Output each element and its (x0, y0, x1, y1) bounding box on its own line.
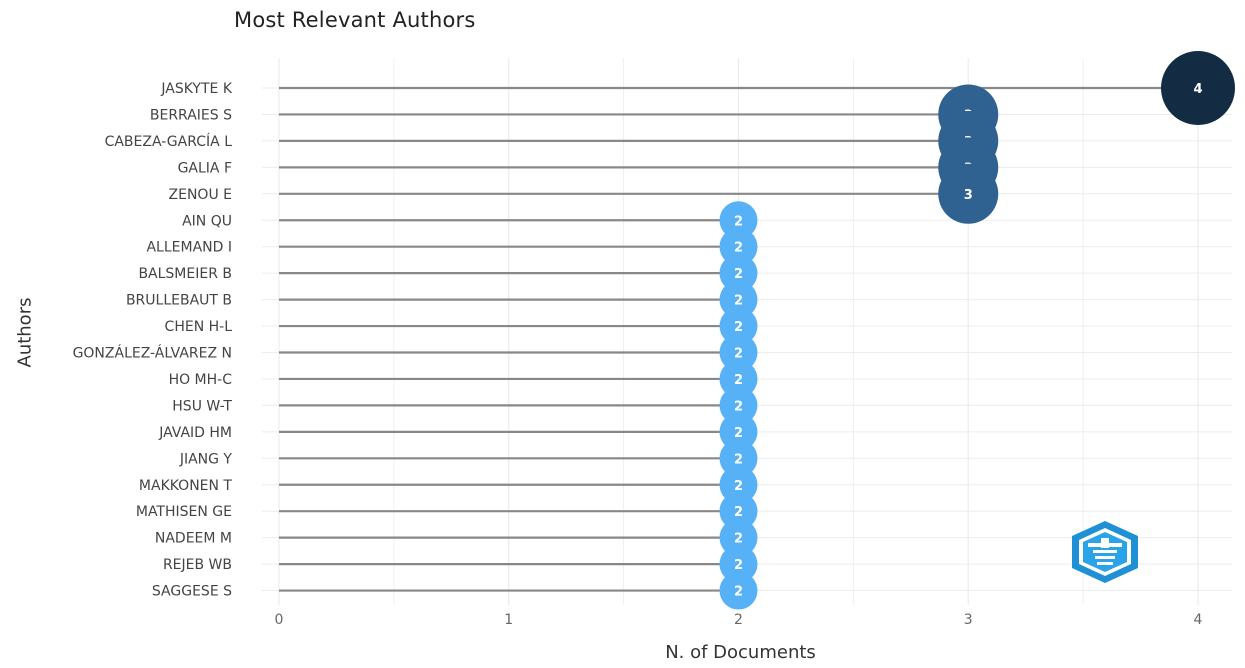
bibliometrix-logo-icon (1072, 521, 1138, 583)
dot (719, 201, 758, 240)
dot-value-label: 2 (734, 532, 743, 547)
y-tick-label: JIANG Y (179, 451, 233, 467)
y-tick-label: REJEB WB (163, 557, 232, 573)
y-tick-label: GALIA F (178, 160, 232, 176)
y-tick-label: SAGGESE S (152, 584, 232, 600)
x-tick-label: 0 (275, 612, 284, 628)
dot-value-label: 2 (734, 505, 743, 520)
dot-value-label: 2 (734, 241, 743, 256)
dot-value-label: 2 (734, 479, 743, 494)
dot (719, 439, 758, 478)
y-tick-label: BALSMEIER B (138, 266, 232, 282)
y-tick-label: NADEEM M (155, 531, 232, 547)
dot (719, 465, 758, 504)
y-tick-label: MAKKONEN T (139, 478, 233, 494)
x-tick-label: 1 (504, 612, 513, 628)
dot-value-label: 2 (734, 585, 743, 600)
dots: 43333222222222222222 (719, 51, 1235, 610)
dot (938, 163, 999, 224)
dot-value-label: 2 (734, 399, 743, 414)
dot (719, 359, 758, 398)
dot (719, 518, 758, 557)
dot (719, 280, 758, 319)
x-tick-label: 2 (734, 612, 743, 628)
dot (719, 227, 758, 266)
dot-value-label: 2 (734, 214, 743, 229)
dot (719, 571, 758, 610)
y-tick-label: BERRAIES S (150, 107, 232, 123)
dot (1161, 51, 1235, 125)
y-tick-label: ZENOU E (169, 187, 232, 203)
dot (719, 412, 758, 451)
stems (279, 86, 1198, 592)
y-tick-label: AIN QU (182, 213, 232, 229)
y-tick-label: HO MH-C (169, 372, 233, 388)
x-axis-title: N. of Documents (665, 642, 816, 663)
y-tick-label: MATHISEN GE (136, 504, 232, 520)
dot (719, 333, 758, 372)
x-tick-label: 3 (964, 612, 973, 628)
dot-value-label: 2 (734, 373, 743, 388)
y-tick-label: JASKYTE K (160, 81, 232, 97)
y-axis-labels: JASKYTE K BERRAIES S CABEZA-GARCÍA L GALIA … (73, 81, 233, 600)
dot (719, 254, 758, 293)
dot (719, 386, 758, 425)
dot-value-label: 2 (734, 294, 743, 309)
y-tick-label: GONZÁLEZ-ÁLVAREZ N (73, 345, 232, 362)
dot-value-label: 2 (734, 320, 743, 335)
y-tick-label: ALLEMAND I (146, 240, 232, 256)
x-tick-label: 4 (1194, 612, 1203, 628)
dot (719, 492, 758, 531)
dot-value-label: 2 (734, 267, 743, 282)
dot-value-label: 2 (734, 558, 743, 573)
y-tick-label: CHEN H-L (165, 319, 233, 335)
y-tick-label: CABEZA-GARCÍA L (105, 133, 233, 150)
dot-value-label: 2 (734, 426, 743, 441)
y-tick-label: BRULLEBAUT B (126, 293, 232, 309)
chart-title: Most Relevant Authors (234, 8, 476, 32)
dot (719, 545, 758, 584)
dot (719, 307, 758, 346)
dot-value-label: 2 (734, 452, 743, 467)
y-tick-label: JAVAID HM (158, 425, 232, 441)
dot-value-label: 4 (1193, 82, 1202, 97)
x-axis-ticks: 0 1 2 3 4 (275, 612, 1203, 628)
dot-value-label: 3 (964, 188, 973, 203)
dot-value-label: 2 (734, 347, 743, 362)
y-tick-label: HSU W-T (172, 398, 232, 414)
